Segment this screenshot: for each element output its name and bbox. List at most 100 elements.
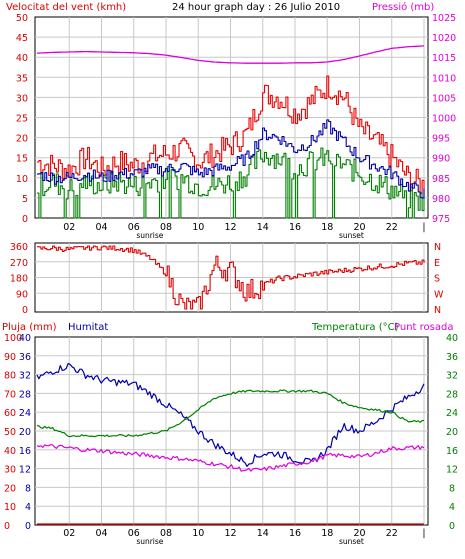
p1-sunset-label: sunset: [339, 231, 364, 240]
p1-x-tick-label: 16: [289, 222, 301, 233]
p1-x-tick-label: 12: [224, 222, 236, 233]
p1-y-tick-label: 0: [22, 214, 28, 225]
p3-x-tick-label: 16: [289, 528, 301, 539]
p3-x-tick-label: 20: [353, 528, 365, 539]
p3-temp-tick-label: 16: [446, 446, 458, 457]
p1-y2-tick-label: 1025: [432, 13, 456, 24]
p1-y-tick-label: 35: [16, 73, 28, 84]
p3-temp-tick-label: 4: [449, 502, 455, 513]
p3-temp-tick-label: 20: [446, 427, 458, 438]
p1-y2-tick-label: 1020: [432, 33, 456, 44]
p1-sunrise-label: sunrise: [136, 231, 163, 240]
humidity-temperature-panel: 0481216202428323640010203040506070809010…: [4, 333, 458, 546]
p1-y-tick-label: 50: [16, 13, 28, 24]
p3-temp-tick-label: 12: [446, 465, 458, 476]
dewpoint-title: Punt rosada: [394, 322, 453, 333]
temperature-title: Temperatura (°C): [311, 322, 399, 333]
p3-rain-tick-label: 90: [4, 352, 16, 363]
p1-y-tick-label: 10: [16, 174, 28, 185]
p3-humidity-tick-label: 32: [19, 371, 31, 382]
p3-x-tick-end: |: [422, 528, 425, 539]
p3-humidity-tick-label: 24: [19, 408, 31, 419]
p1-y-tick-label: 45: [16, 33, 28, 44]
p3-rain-tick-label: 60: [4, 408, 16, 419]
p3-rain-tick-label: 10: [4, 502, 16, 513]
p2-compass-label: E: [434, 258, 440, 269]
p3-x-tick-label: 12: [224, 528, 236, 539]
p1-y2-tick-label: 990: [432, 154, 450, 165]
p3-rain-tick-label: 0: [4, 521, 10, 532]
p1-x-tick-label: 20: [353, 222, 365, 233]
p3-rain-tick-label: 30: [4, 465, 16, 476]
p1-y-tick-label: 30: [16, 93, 28, 104]
p3-x-tick-label: 10: [192, 528, 204, 539]
p3-temp-tick-label: 36: [446, 352, 458, 363]
p3-x-tick-label: 04: [95, 528, 107, 539]
p3-humidity-tick-label: 12: [19, 465, 31, 476]
p3-humidity-tick-label: 28: [19, 389, 31, 400]
p1-y-tick-label: 5: [22, 194, 28, 205]
p3-rain-tick-label: 100: [4, 333, 22, 344]
p1-x-tick-label: 10: [192, 222, 204, 233]
p2-compass-label: S: [434, 274, 440, 285]
p1-wind_avg-line: [37, 147, 425, 219]
p3-x-tick-label: 18: [321, 528, 333, 539]
p1-x-tick-label: 06: [128, 222, 140, 233]
p3-x-tick-label: 14: [257, 528, 269, 539]
p2-compass-label: N: [434, 305, 441, 316]
wind-direction-panel: 0 N 90 W 180 S 270 E 360 N: [10, 242, 444, 316]
p3-humidity-tick-label: 40: [19, 333, 31, 344]
p3-humidity-tick-label: 0: [25, 521, 31, 532]
p3-temp-tick-label: 24: [446, 408, 458, 419]
p2-y-tick-label: 0: [22, 305, 28, 316]
p1-humid_like-line: [37, 119, 425, 199]
p2-compass-label: N: [434, 242, 441, 253]
p2-direction-line: [37, 245, 425, 310]
p1-x-tick-label: 14: [257, 222, 269, 233]
p3-humidity-tick-label: 16: [19, 446, 31, 457]
p2-y-tick-label: 360: [10, 242, 28, 253]
p1-gust-line: [37, 75, 425, 195]
wind-speed-title: Velocitat del vent (kmh): [6, 2, 126, 13]
p1-y2-tick-label: 1015: [432, 53, 456, 64]
p3-rain-tick-label: 40: [4, 446, 16, 457]
p3-temp-tick-label: 0: [449, 521, 455, 532]
p3-temp-tick-label: 32: [446, 371, 458, 382]
p1-x-tick-label: 04: [95, 222, 107, 233]
p3-temp-tick-label: 8: [449, 483, 455, 494]
p1-y2-tick-label: 1005: [432, 93, 456, 104]
p2-y-tick-label: 180: [10, 274, 28, 285]
p2-compass-label: W: [434, 289, 444, 300]
p1-y2-tick-label: 995: [432, 134, 450, 145]
graph-title: 24 hour graph day : 26 Julio 2010: [172, 2, 340, 13]
p3-rain-tick-label: 20: [4, 483, 16, 494]
p1-y-tick-label: 20: [16, 134, 28, 145]
p1-y-tick-label: 15: [16, 154, 28, 165]
p1-y2-tick-label: 1010: [432, 73, 456, 84]
p1-y2-tick-label: 975: [432, 214, 450, 225]
p3-humidity-tick-label: 36: [19, 352, 31, 363]
p3-x-tick-label: 08: [160, 528, 172, 539]
p3-dewpoint-line: [36, 444, 425, 472]
p1-y2-tick-label: 985: [432, 174, 450, 185]
rain-title: Pluja (mm): [2, 322, 57, 333]
p3-humidity-tick-label: 8: [25, 483, 31, 494]
p1-pressure-line: [36, 45, 425, 64]
p3-sunrise-label: sunrise: [136, 537, 163, 546]
wind-pressure-panel: 0510152025303540455097598098599099510001…: [16, 13, 456, 240]
p1-x-tick-label: 08: [160, 222, 172, 233]
p3-temp-tick-label: 40: [446, 333, 458, 344]
p1-x-tick-end: |: [422, 222, 425, 233]
p2-y-tick-label: 270: [10, 258, 28, 269]
p3-x-tick-label: 06: [128, 528, 140, 539]
pressure-title: Pressió (mb): [372, 1, 434, 13]
humidity-title: Humitat: [68, 322, 108, 333]
p1-x-tick-label: 02: [63, 222, 75, 233]
p3-x-tick-label: 22: [386, 528, 398, 539]
p3-sunset-label: sunset: [339, 537, 364, 546]
p1-x-tick-label: 22: [386, 222, 398, 233]
p1-y-tick-label: 40: [16, 53, 28, 64]
p3-humidity-tick-label: 20: [19, 427, 31, 438]
p1-y2-tick-label: 1000: [432, 114, 456, 125]
